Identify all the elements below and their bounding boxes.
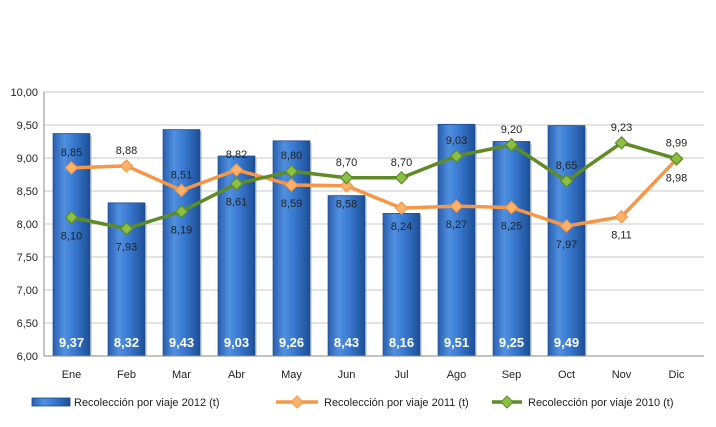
line-value-label: 7,93 [116,242,137,254]
series-2011-marker [449,199,464,214]
series-2010-marker [504,137,519,152]
x-tick-label: Mar [172,369,191,381]
line-value-label: 9,23 [611,122,632,134]
series-2010-marker [229,176,244,191]
x-tick-label: Ene [62,369,82,381]
bar-value-label: 9,26 [279,335,304,350]
series-2010-marker [614,135,629,150]
series-2011-marker [339,178,354,193]
legend-label: Recolección por viaje 2011 (t) [324,397,469,409]
bar [437,123,476,357]
series-2011-marker [229,163,244,177]
bar-value-label: 8,32 [114,335,139,350]
bar-series-2012 [52,123,587,357]
line-value-label: 8,11 [611,230,632,242]
bar [327,195,366,357]
x-tick-label: Oct [558,369,575,381]
x-tick-label: Sep [502,369,522,381]
series-2010-marker [64,210,79,225]
line-value-label: 8,51 [171,169,192,181]
line-value-label: 8,98 [666,172,687,184]
x-tick-label: Ago [447,369,467,381]
y-axis: 6,00 6,50 7,00 7,50 8,00 8,50 9,00 9,50 10,00 [10,87,45,363]
bar [492,141,531,357]
bar-value-label: 8,16 [389,335,414,350]
y-tick-label: 9,50 [17,120,38,132]
y-tick-label: 7,00 [17,285,38,297]
x-tick-label: Feb [117,369,136,381]
line-value-label: 9,03 [446,135,467,147]
y-tick-label: 8,00 [17,219,38,231]
series-2011-line [71,158,678,228]
line-value-label: 8,85 [61,147,82,159]
bar-value-label: 8,43 [334,335,359,350]
line-value-label: 8,70 [391,157,412,169]
series-2010-marker [119,221,134,236]
data-labels: 9,37 8,32 9,43 9,03 9,26 8,43 8,16 9,51 9,25 9,49… [59,122,687,350]
series-2011-marker [284,178,299,192]
bar-value-label: 9,25 [499,335,524,350]
line-value-label: 8,10 [61,230,82,242]
series-2011-marker [119,159,134,173]
line-value-label: 8,59 [281,198,302,210]
series-2010-marker [339,170,354,185]
line-value-label: 8,24 [391,221,412,233]
series-2010-marker [669,151,684,166]
line-value-label: 9,20 [501,124,522,136]
series-2011-marker [64,161,79,175]
series-2011-marker [504,200,519,215]
series-2011-marker [174,183,189,198]
bar-value-label: 9,37 [59,335,84,350]
bar-value-label: 9,51 [444,335,469,350]
legend-label: Recolección por viaje 2012 (t) [74,397,220,409]
legend: Recolección por viaje 2012 (t) Recolecció… [31,395,674,409]
legend-swatch-marker [500,395,514,409]
series-2011-marker [614,209,629,224]
bar [382,213,421,357]
series-2010-marker [284,164,299,179]
series-2010-marker [174,204,189,219]
x-tick-label: May [281,369,302,381]
gridlines [44,91,704,357]
line-value-label: 8,82 [226,149,247,161]
series-2011-marker [394,201,409,216]
legend-swatch-bar [31,397,71,407]
line-value-label: 8,65 [556,160,577,172]
legend-swatch-marker [290,395,304,409]
bar-value-label: 9,03 [224,335,249,350]
y-tick-label: 6,50 [17,318,38,330]
x-tick-label: Abr [228,369,245,381]
y-tick-label: 7,50 [17,252,38,264]
series-2011-marker [559,219,574,233]
series-2010-line [71,141,677,231]
y-tick-label: 6,00 [17,351,38,363]
line-value-label: 8,70 [336,157,357,169]
y-tick-label: 8,50 [17,186,38,198]
line-value-label: 8,58 [336,199,357,211]
legend-label: Recolección por viaje 2010 (t) [528,397,674,409]
x-tick-label: Jul [394,369,408,381]
line-value-label: 8,99 [666,138,687,150]
bar-value-label: 9,43 [169,335,194,350]
line-value-label: 7,97 [556,239,577,251]
x-tick-label: Nov [612,369,632,381]
bar [162,129,201,357]
y-tick-label: 10,00 [10,87,38,99]
line-value-label: 8,88 [116,145,137,157]
line-value-label: 8,61 [226,197,247,209]
series-2010-marker [394,170,409,185]
bar-value-label: 9,49 [554,335,579,350]
line-value-label: 8,27 [446,219,467,231]
line-series [64,135,684,236]
x-tick-label: Jun [338,369,356,381]
series-2010-marker [449,149,464,163]
series-2010-marker [559,174,574,188]
x-tick-label: Dic [669,369,685,381]
line-value-label: 8,19 [171,224,192,236]
line-value-label: 8,80 [281,150,302,162]
y-tick-label: 9,00 [17,153,38,165]
line-value-label: 8,25 [501,221,522,233]
x-axis: Ene Feb Mar Abr May Jun Jul Ago Sep Oct Nov Dic [44,355,704,381]
